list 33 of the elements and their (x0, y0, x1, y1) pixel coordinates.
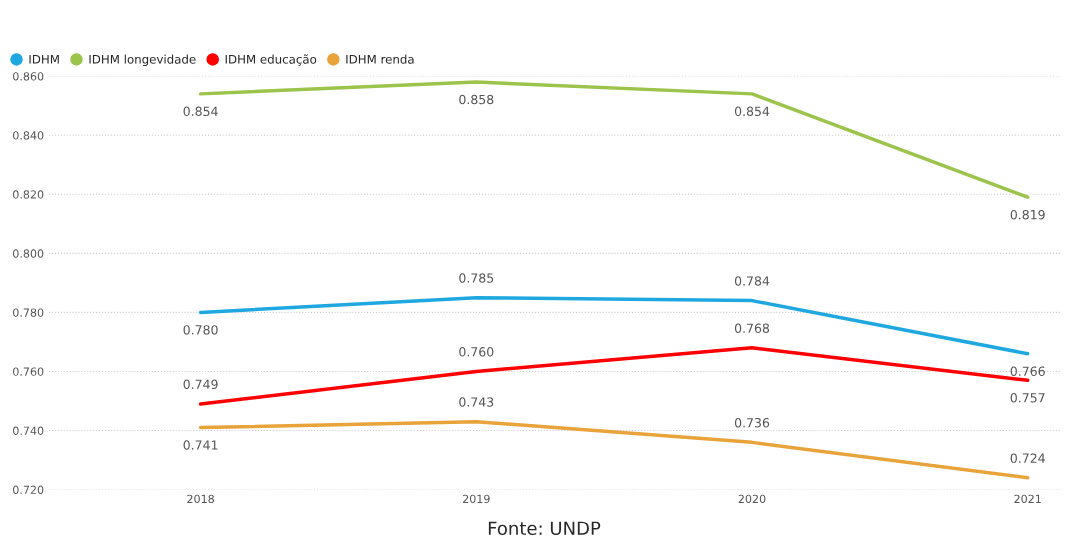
y-tick-label: 0.760 (13, 367, 44, 376)
legend-label: IDHM longevidade (89, 54, 196, 66)
data-label: 0.741 (183, 440, 218, 450)
data-label: 0.743 (459, 397, 494, 407)
x-tick-label: 2018 (187, 494, 214, 504)
y-tick-label: 0.720 (13, 485, 44, 494)
data-label: 0.780 (183, 325, 218, 335)
data-label: 0.785 (459, 273, 494, 283)
y-tick-label: 0.860 (13, 72, 44, 81)
y-tick-label: 0.780 (13, 308, 44, 317)
data-label: 0.819 (1010, 209, 1045, 220)
data-label: 0.858 (459, 94, 494, 105)
data-label: 0.736 (734, 417, 770, 428)
legend-label: IDHM educação (225, 54, 317, 66)
x-tick-label: 2021 (1014, 494, 1041, 504)
data-label: 0.854 (734, 106, 770, 117)
x-tick-label: 2020 (738, 494, 766, 504)
y-tick-label: 0.800 (13, 249, 44, 258)
data-label: 0.724 (1010, 453, 1045, 463)
data-label: 0.766 (1010, 366, 1045, 376)
data-label: 0.760 (459, 347, 494, 357)
y-tick-label: 0.820 (13, 190, 44, 199)
legend-label: IDHM renda (346, 54, 414, 64)
y-tick-label: 0.740 (13, 426, 44, 435)
data-label: 0.757 (1010, 393, 1045, 403)
data-label: 0.749 (183, 379, 218, 390)
x-tick-label: 2019 (462, 494, 490, 504)
data-label: 0.784 (734, 276, 770, 286)
y-tick-label: 0.840 (13, 131, 44, 140)
legend-label: IDHM (29, 54, 59, 64)
data-label: 0.854 (183, 106, 218, 117)
source-note: Fonte: UNDP (488, 521, 601, 536)
data-label: 0.768 (734, 323, 770, 333)
